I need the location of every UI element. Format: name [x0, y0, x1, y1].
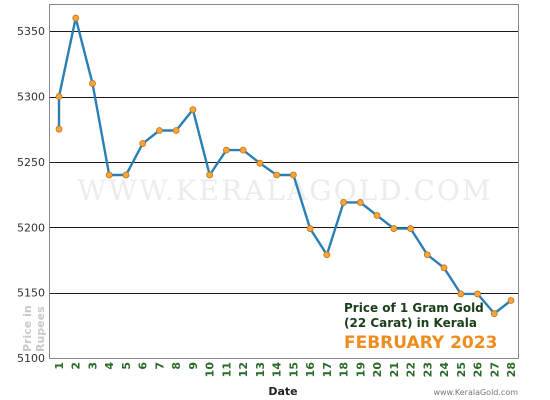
- data-point-3: [89, 80, 96, 87]
- data-point-10: [206, 171, 214, 179]
- data-point-11: [223, 146, 230, 154]
- data-point-14: [273, 171, 281, 179]
- data-point-17: [323, 251, 331, 259]
- data-point-0: [55, 125, 63, 133]
- x-tick-label-16: 16: [304, 362, 317, 378]
- data-point-15: [289, 171, 297, 179]
- x-axis-label: Date: [268, 385, 297, 398]
- x-tick-label-28: 28: [505, 362, 518, 377]
- y-tick-label-5300: 5300: [17, 91, 45, 104]
- data-point-22: [407, 225, 414, 232]
- marker-layer: [55, 14, 515, 317]
- data-point-6: [139, 140, 147, 147]
- data-point-1: [55, 93, 63, 100]
- x-tick-label-5: 5: [120, 362, 133, 370]
- x-tick-label-12: 12: [237, 362, 250, 377]
- x-tick-label-2: 2: [70, 362, 83, 370]
- x-tick-label-20: 20: [371, 362, 384, 378]
- y-tick-label-5150: 5150: [17, 287, 45, 300]
- x-tick-label-13: 13: [254, 362, 267, 377]
- credit-text: www.KeralaGold.com: [433, 388, 518, 397]
- x-tick-label-22: 22: [405, 362, 418, 377]
- y-tick-label-5200: 5200: [17, 221, 45, 234]
- y-tick-label-5250: 5250: [17, 156, 45, 169]
- data-point-16: [306, 225, 314, 232]
- data-point-19: [356, 199, 364, 206]
- data-point-4: [105, 171, 113, 179]
- y-tick-label-5100: 5100: [17, 352, 45, 365]
- x-tick-label-10: 10: [204, 362, 217, 378]
- x-tick-label-4: 4: [103, 362, 116, 370]
- y-axis-label-line2: Rupees: [34, 306, 47, 352]
- data-point-25: [457, 290, 465, 298]
- grid-layer: [50, 31, 518, 294]
- y-tick-labels: 5100 5150 5200 5250 5300 5350: [17, 25, 45, 365]
- x-tick-label-27: 27: [488, 362, 501, 377]
- x-tick-label-21: 21: [388, 362, 401, 377]
- data-point-27: [490, 310, 498, 317]
- x-tick-label-9: 9: [187, 362, 200, 370]
- data-point-8: [172, 127, 180, 134]
- data-point-24: [440, 264, 448, 272]
- watermark: WWW.KERALAGOLD.COM: [77, 174, 492, 207]
- x-tick-label-23: 23: [421, 362, 434, 377]
- data-point-5: [122, 171, 130, 179]
- chart-title-line1: Price of 1 Gram Gold: [344, 301, 484, 315]
- data-point-28: [507, 297, 515, 304]
- chart-title-line2: (22 Carat) in Kerala: [344, 316, 477, 330]
- data-point-18: [340, 199, 347, 206]
- x-tick-label-18: 18: [338, 362, 351, 377]
- data-point-26: [474, 290, 481, 298]
- data-point-13: [256, 159, 264, 167]
- x-tick-labels: 1 2 3 4 5 6 7 8 9 10 11 12 13 14 15 16 17 18 19 20 21 22 23 24 2…: [53, 362, 518, 378]
- data-point-2: [72, 14, 80, 22]
- plot-frame: [49, 4, 519, 359]
- x-tick-label-17: 17: [321, 362, 334, 377]
- x-tick-label-1: 1: [53, 362, 66, 370]
- x-tick-label-11: 11: [220, 362, 233, 377]
- y-axis-label-line1: Price in: [21, 305, 34, 352]
- chart-subtitle: FEBRUARY 2023: [344, 333, 497, 353]
- data-point-7: [156, 127, 163, 134]
- data-point-21: [390, 225, 398, 232]
- x-tick-label-6: 6: [137, 362, 150, 370]
- x-tick-label-14: 14: [271, 362, 284, 378]
- data-point-9: [189, 106, 197, 113]
- x-tick-label-24: 24: [438, 362, 451, 378]
- data-point-23: [423, 251, 431, 259]
- x-tick-label-8: 8: [170, 362, 183, 370]
- data-point-12: [239, 146, 247, 154]
- x-tick-label-7: 7: [153, 362, 166, 370]
- data-point-20: [373, 212, 381, 219]
- x-tick-label-26: 26: [472, 362, 485, 378]
- x-tick-label-3: 3: [86, 362, 99, 370]
- x-tick-label-15: 15: [287, 362, 300, 377]
- x-tick-label-25: 25: [455, 362, 468, 377]
- x-tick-label-19: 19: [354, 362, 367, 377]
- y-tick-label-5350: 5350: [17, 25, 45, 38]
